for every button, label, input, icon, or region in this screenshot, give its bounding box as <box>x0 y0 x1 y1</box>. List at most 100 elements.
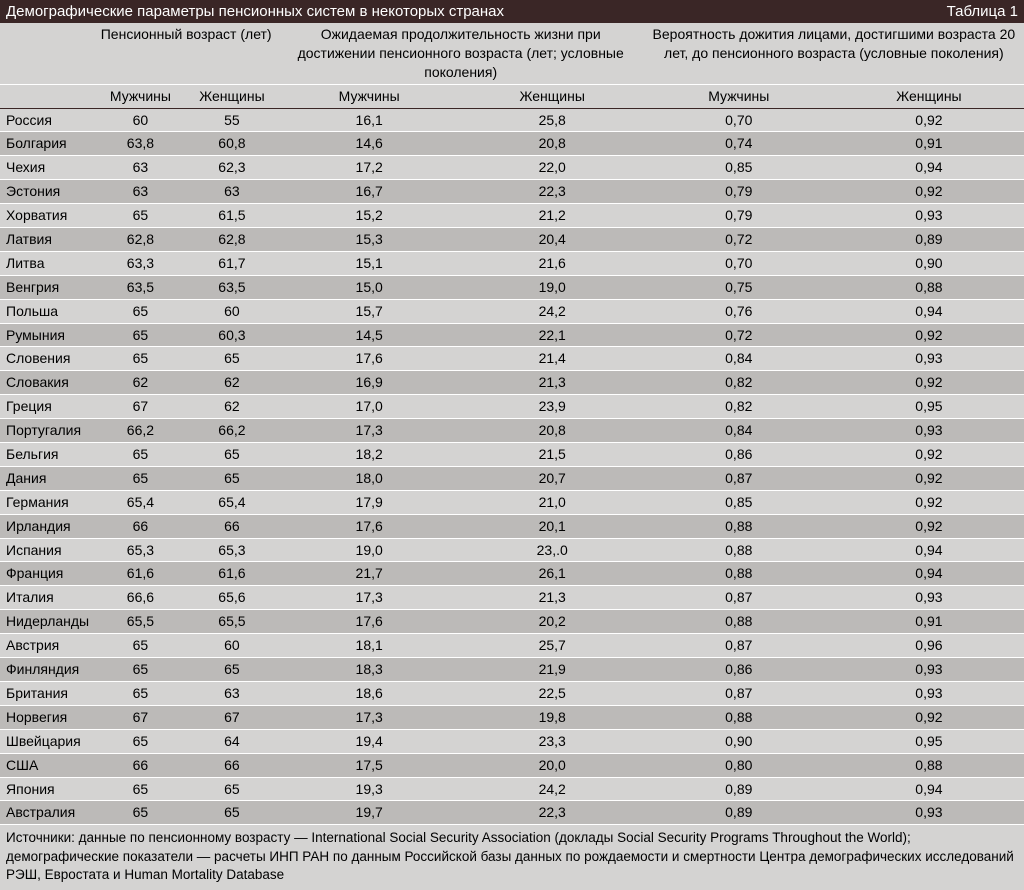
table-row: Болгария63,860,814,620,80,740,91 <box>0 132 1024 156</box>
cell-prob-women: 0,93 <box>834 658 1024 682</box>
table-row: Финляндия656518,321,90,860,93 <box>0 658 1024 682</box>
cell-age-men: 65 <box>95 299 187 323</box>
cell-country: Нидерланды <box>0 610 95 634</box>
cell-life-men: 14,5 <box>278 323 461 347</box>
cell-prob-men: 0,85 <box>644 156 834 180</box>
cell-age-men: 65 <box>95 801 187 825</box>
cell-age-men: 63 <box>95 180 187 204</box>
cell-life-women: 23,.0 <box>461 538 644 562</box>
cell-age-women: 60 <box>186 299 278 323</box>
title-bar: Демографические параметры пенсионных сис… <box>0 0 1024 23</box>
cell-prob-women: 0,93 <box>834 204 1024 228</box>
cell-life-men: 15,7 <box>278 299 461 323</box>
table-container: Демографические параметры пенсионных сис… <box>0 0 1024 890</box>
cell-prob-men: 0,82 <box>644 395 834 419</box>
cell-life-men: 15,2 <box>278 204 461 228</box>
col-group-prob: Вероятность дожития лицами, достигшими в… <box>644 23 1024 84</box>
cell-life-women: 23,9 <box>461 395 644 419</box>
cell-age-men: 63,8 <box>95 132 187 156</box>
table-row: Франция61,661,621,726,10,880,94 <box>0 562 1024 586</box>
cell-age-men: 65,4 <box>95 490 187 514</box>
table-row: Словакия626216,921,30,820,92 <box>0 371 1024 395</box>
col-group-life: Ожидаемая продолжительность жизни при до… <box>278 23 644 84</box>
cell-age-men: 65 <box>95 729 187 753</box>
cell-age-men: 65 <box>95 443 187 467</box>
cell-age-women: 65 <box>186 801 278 825</box>
cell-prob-women: 0,93 <box>834 347 1024 371</box>
table-row: Румыния6560,314,522,10,720,92 <box>0 323 1024 347</box>
cell-prob-women: 0,92 <box>834 466 1024 490</box>
cell-life-women: 21,9 <box>461 658 644 682</box>
cell-prob-men: 0,72 <box>644 323 834 347</box>
col-life-men: Мужчины <box>278 84 461 108</box>
cell-life-men: 17,5 <box>278 753 461 777</box>
cell-prob-men: 0,74 <box>644 132 834 156</box>
cell-life-women: 25,7 <box>461 634 644 658</box>
table-row: Словения656517,621,40,840,93 <box>0 347 1024 371</box>
cell-prob-men: 0,70 <box>644 251 834 275</box>
table-row: Япония656519,324,20,890,94 <box>0 777 1024 801</box>
cell-life-women: 21,4 <box>461 347 644 371</box>
cell-life-men: 19,0 <box>278 538 461 562</box>
cell-life-men: 19,3 <box>278 777 461 801</box>
cell-life-women: 20,8 <box>461 132 644 156</box>
cell-life-men: 18,0 <box>278 466 461 490</box>
cell-country: Литва <box>0 251 95 275</box>
cell-prob-men: 0,90 <box>644 729 834 753</box>
cell-prob-women: 0,92 <box>834 443 1024 467</box>
cell-age-men: 66 <box>95 753 187 777</box>
cell-prob-women: 0,92 <box>834 323 1024 347</box>
cell-prob-women: 0,89 <box>834 228 1024 252</box>
cell-life-men: 15,0 <box>278 275 461 299</box>
table-row: Швейцария656419,423,30,900,95 <box>0 729 1024 753</box>
source-footnote: Источники: данные по пенсионному возраст… <box>0 825 1024 890</box>
cell-age-men: 65 <box>95 347 187 371</box>
table-row: Эстония636316,722,30,790,92 <box>0 180 1024 204</box>
table-row: Португалия66,266,217,320,80,840,93 <box>0 419 1024 443</box>
cell-life-women: 19,8 <box>461 705 644 729</box>
cell-age-men: 65 <box>95 634 187 658</box>
cell-life-women: 21,2 <box>461 204 644 228</box>
cell-prob-women: 0,94 <box>834 156 1024 180</box>
cell-country: Эстония <box>0 180 95 204</box>
cell-life-men: 17,0 <box>278 395 461 419</box>
cell-country: Британия <box>0 681 95 705</box>
cell-country: Австрия <box>0 634 95 658</box>
cell-country: Венгрия <box>0 275 95 299</box>
cell-life-women: 20,8 <box>461 419 644 443</box>
cell-prob-men: 0,75 <box>644 275 834 299</box>
cell-country: Финляндия <box>0 658 95 682</box>
cell-country: Швейцария <box>0 729 95 753</box>
cell-age-women: 62,8 <box>186 228 278 252</box>
table-number: Таблица 1 <box>947 3 1018 20</box>
table-row: Дания656518,020,70,870,92 <box>0 466 1024 490</box>
cell-prob-men: 0,89 <box>644 801 834 825</box>
cell-age-men: 65,3 <box>95 538 187 562</box>
cell-prob-men: 0,85 <box>644 490 834 514</box>
cell-prob-women: 0,94 <box>834 777 1024 801</box>
cell-life-men: 17,6 <box>278 610 461 634</box>
cell-age-women: 65 <box>186 443 278 467</box>
cell-prob-men: 0,86 <box>644 443 834 467</box>
table-row: Австрия656018,125,70,870,96 <box>0 634 1024 658</box>
cell-prob-men: 0,88 <box>644 538 834 562</box>
header-sub-row: Мужчины Женщины Мужчины Женщины Мужчины … <box>0 84 1024 108</box>
cell-life-women: 20,7 <box>461 466 644 490</box>
cell-age-men: 65 <box>95 658 187 682</box>
cell-prob-women: 0,95 <box>834 729 1024 753</box>
cell-life-women: 21,3 <box>461 586 644 610</box>
cell-country: Италия <box>0 586 95 610</box>
cell-age-men: 60 <box>95 108 187 132</box>
col-group-age: Пенсионный возраст (лет) <box>95 23 278 84</box>
cell-prob-men: 0,79 <box>644 204 834 228</box>
table-row: Британия656318,622,50,870,93 <box>0 681 1024 705</box>
cell-age-men: 63,3 <box>95 251 187 275</box>
cell-life-women: 21,6 <box>461 251 644 275</box>
cell-prob-women: 0,92 <box>834 514 1024 538</box>
cell-prob-men: 0,89 <box>644 777 834 801</box>
col-prob-men: Мужчины <box>644 84 834 108</box>
cell-country: Россия <box>0 108 95 132</box>
cell-life-women: 22,3 <box>461 801 644 825</box>
cell-country: Ирландия <box>0 514 95 538</box>
cell-country: Польша <box>0 299 95 323</box>
